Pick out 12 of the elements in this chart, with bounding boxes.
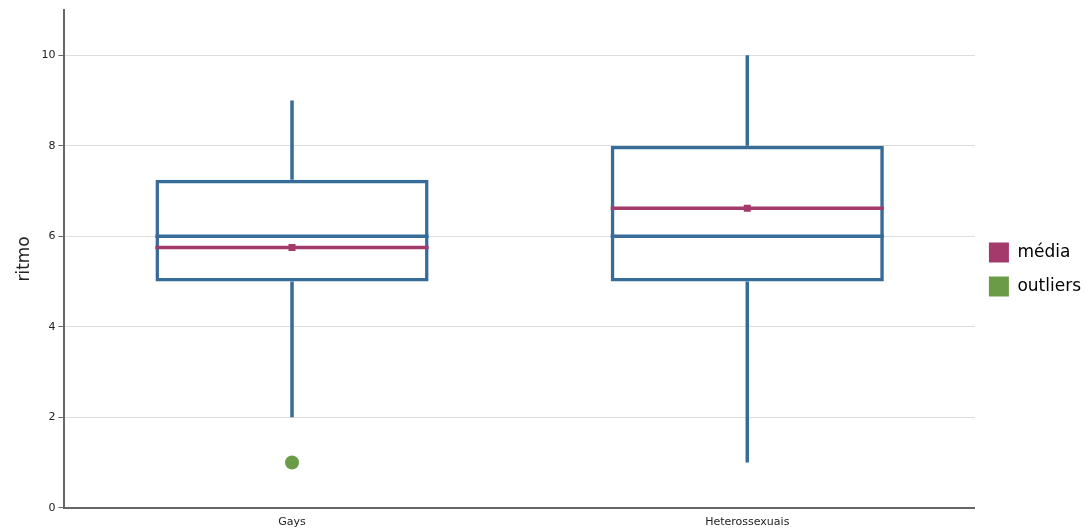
y-tick-label: 10 [41, 48, 56, 62]
y-tick-label: 8 [48, 138, 56, 152]
legend-label: média [1017, 240, 1071, 261]
legend-label: outliers [1017, 274, 1082, 295]
y-axis-title: ritmo [12, 236, 33, 282]
x-tick-label: Gays [278, 515, 307, 529]
y-tick-label: 2 [48, 410, 56, 424]
x-tick-label: Heterossexuais [705, 515, 790, 529]
y-tick-label: 6 [48, 229, 56, 243]
y-tick-label: 4 [48, 319, 56, 333]
point [285, 455, 300, 470]
y-tick-label: 0 [48, 500, 56, 514]
